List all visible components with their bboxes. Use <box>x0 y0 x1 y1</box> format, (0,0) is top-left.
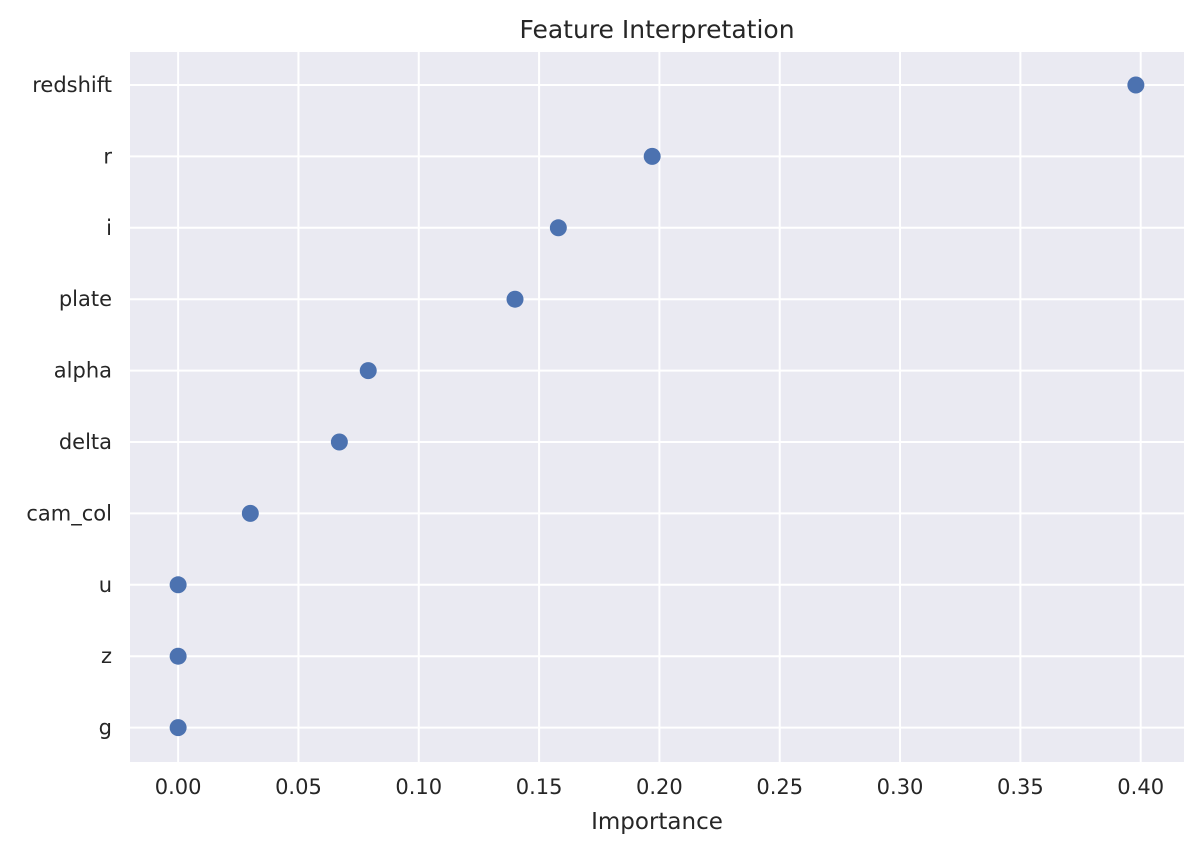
data-points <box>169 76 1145 737</box>
data-point-u <box>169 576 187 594</box>
x-tick-label: 0.35 <box>997 775 1044 799</box>
x-tick-label: 0.05 <box>275 775 322 799</box>
x-tick-label: 0.25 <box>756 775 803 799</box>
y-tick-label-i: i <box>106 216 112 240</box>
data-point-r <box>643 147 661 165</box>
x-tick-label: 0.20 <box>636 775 683 799</box>
y-tick-label-redshift: redshift <box>32 73 112 97</box>
x-axis-ticks: 0.00 0.05 0.10 0.15 0.20 0.25 0.30 0.35 0.40 <box>155 775 1164 799</box>
y-tick-label-plate: plate <box>59 287 112 311</box>
y-tick-label-alpha: alpha <box>54 359 112 383</box>
x-tick-label: 0.15 <box>516 775 563 799</box>
x-tick-label: 0.30 <box>877 775 924 799</box>
data-point-delta <box>330 433 348 451</box>
y-tick-label-cam-col: cam_col <box>26 501 112 526</box>
data-point-cam-col <box>241 504 259 522</box>
x-axis-title: Importance <box>591 809 723 835</box>
data-point-g <box>169 719 187 737</box>
data-point-plate <box>506 290 524 308</box>
plot-area <box>130 52 1184 762</box>
chart-title: Feature Interpretation <box>519 15 794 44</box>
y-tick-label-z: z <box>101 644 112 668</box>
x-tick-label: 0.40 <box>1117 775 1164 799</box>
y-tick-label-delta: delta <box>59 430 112 454</box>
y-tick-label-r: r <box>103 144 112 168</box>
data-point-z <box>169 647 187 665</box>
data-point-redshift <box>1127 76 1145 94</box>
x-tick-label: 0.10 <box>395 775 442 799</box>
x-tick-label: 0.00 <box>155 775 202 799</box>
data-point-alpha <box>359 362 377 380</box>
y-tick-label-u: u <box>99 573 112 597</box>
data-point-i <box>549 219 567 237</box>
y-tick-label-g: g <box>99 716 112 740</box>
